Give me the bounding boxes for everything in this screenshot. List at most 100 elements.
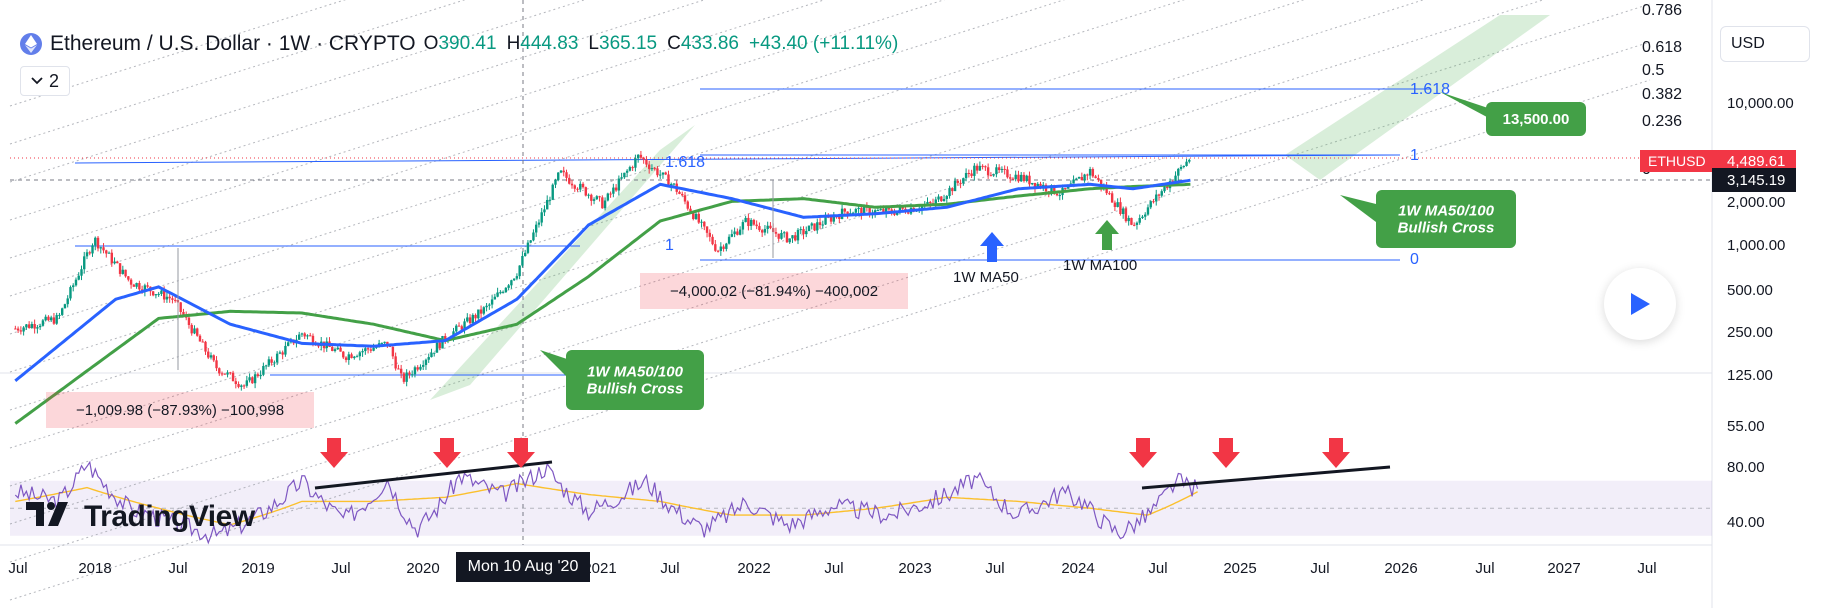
candle-body xyxy=(780,232,783,239)
candle-body xyxy=(951,188,954,192)
candle-body xyxy=(554,180,557,185)
high-value: 444.83 xyxy=(520,33,579,54)
candle-body xyxy=(397,368,400,370)
candle-body xyxy=(1083,174,1086,181)
candle-body xyxy=(1033,182,1037,188)
candle-body xyxy=(1050,185,1053,193)
candle-body xyxy=(838,216,841,219)
candle-body xyxy=(1088,169,1092,176)
last-price-tag: 4,489.61 xyxy=(1727,153,1785,170)
rsi-divergence-line-2025 xyxy=(1141,465,1391,490)
candle-body xyxy=(612,187,615,194)
candle-body xyxy=(705,226,709,233)
candle-body xyxy=(601,197,604,209)
candle-body xyxy=(116,261,119,264)
candle-body xyxy=(725,243,728,249)
fib-label: 1 xyxy=(1410,147,1419,164)
bearish-arrow-icon xyxy=(1322,438,1350,468)
candle-body xyxy=(719,246,723,251)
candle-body xyxy=(953,180,957,192)
symbol-title[interactable]: Ethereum / U.S. Dollar · 1W · CRYPTO xyxy=(50,32,416,55)
candle-body xyxy=(1080,176,1084,181)
candle-body xyxy=(659,174,662,176)
candle-body xyxy=(692,212,695,220)
candle-body xyxy=(1014,174,1017,180)
candle-body xyxy=(791,235,794,239)
candle-body xyxy=(573,185,576,189)
candle-body xyxy=(766,225,769,229)
candle-body xyxy=(278,352,282,354)
candle-body xyxy=(650,168,654,170)
candle-body xyxy=(1053,185,1056,194)
candle-body xyxy=(110,252,114,264)
candle-body xyxy=(879,209,882,211)
candle-body xyxy=(463,321,466,330)
candle-body xyxy=(218,368,221,374)
time-axis-tick: 2026 xyxy=(1384,560,1417,577)
channel-line xyxy=(9,0,466,145)
callout-text: 1W MA50/100 xyxy=(587,364,684,381)
currency-selector[interactable]: USD xyxy=(1720,26,1810,62)
candle-body xyxy=(672,183,676,185)
candle-body xyxy=(934,199,937,205)
candle-body xyxy=(60,308,64,315)
candle-body xyxy=(38,325,42,328)
candle-body xyxy=(63,304,67,309)
candle-body xyxy=(755,224,758,227)
candle-body xyxy=(259,374,262,377)
callout-tail xyxy=(540,350,570,380)
rsi-divergence-line-2020 xyxy=(314,460,553,490)
candle-body xyxy=(309,335,312,337)
time-axis-tick: 2023 xyxy=(898,560,931,577)
uptrend-channel-2025 xyxy=(1285,15,1550,180)
tradingview-logo[interactable]: TradingView xyxy=(26,500,255,534)
channel-line xyxy=(9,0,826,259)
candle-body xyxy=(645,159,648,165)
candle-body xyxy=(113,261,116,264)
indicators-collapse-button[interactable]: 2 xyxy=(20,66,70,96)
bearish-arrow-icon xyxy=(1129,438,1157,468)
candle-body xyxy=(83,256,86,270)
target-callout: 13,500.00 xyxy=(1440,92,1586,136)
ethereum-logo-icon xyxy=(20,33,42,55)
candle-body xyxy=(1141,216,1144,219)
candle-body xyxy=(614,187,618,191)
ohlc-values: O390.41 H444.83 L365.15 C433.86 +43.40 (… xyxy=(423,33,899,54)
fib-level-label: 0.618 xyxy=(1642,39,1682,56)
candle-body xyxy=(1121,208,1125,214)
candle-body xyxy=(733,231,736,235)
candle-body xyxy=(978,165,982,171)
candle-body xyxy=(1097,178,1100,180)
channel-line xyxy=(9,0,1545,487)
candle-body xyxy=(361,351,364,353)
channel-line xyxy=(9,79,1651,601)
rsi-axis-tick: 80.00 xyxy=(1727,459,1765,476)
candle-body xyxy=(722,246,725,249)
candle-body xyxy=(606,193,610,201)
candle-body xyxy=(162,290,166,300)
play-button[interactable] xyxy=(1604,268,1676,340)
candle-body xyxy=(496,292,499,297)
candle-body xyxy=(1072,179,1075,184)
candle-body xyxy=(270,359,273,363)
candle-body xyxy=(471,314,475,324)
candle-body xyxy=(727,236,731,244)
candle-body xyxy=(945,196,948,199)
candle-body xyxy=(653,168,656,170)
candle-body xyxy=(419,366,422,370)
bearish-arrow-icon xyxy=(507,438,535,468)
candle-body xyxy=(995,167,998,175)
candle-body xyxy=(408,372,411,375)
candle-body xyxy=(231,372,235,382)
price-axis-tick: 125.00 xyxy=(1727,367,1773,384)
candle-body xyxy=(1116,202,1119,207)
candle-body xyxy=(920,206,924,210)
symbol-tag-label: ETHUSD xyxy=(1648,153,1706,169)
candle-body xyxy=(1135,222,1139,225)
candle-body xyxy=(1127,217,1130,222)
candle-body xyxy=(1075,178,1078,180)
candle-body xyxy=(1108,193,1111,195)
candle-body xyxy=(234,381,238,385)
